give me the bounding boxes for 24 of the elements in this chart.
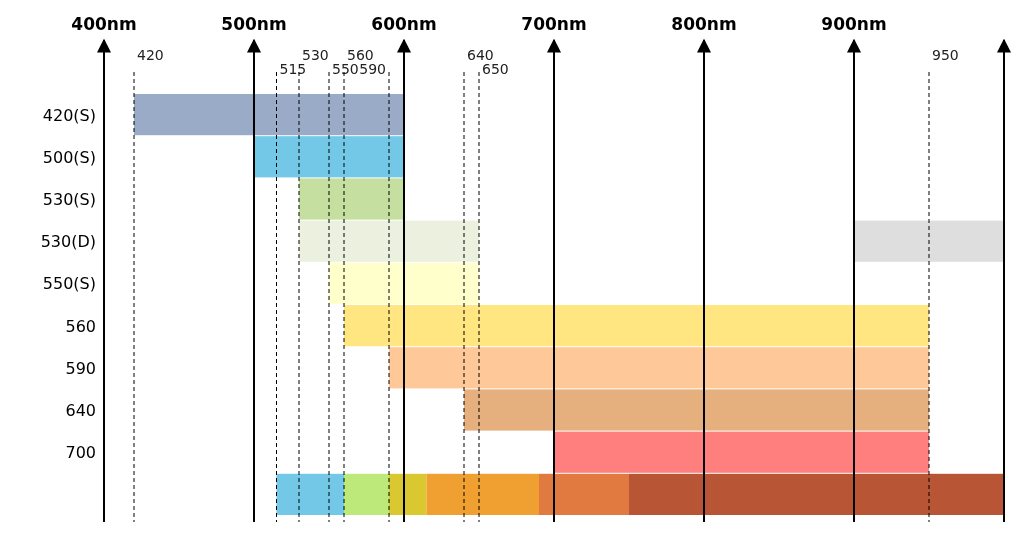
- ref-line-label: 590: [359, 61, 386, 77]
- y-tick-label: 640: [65, 401, 96, 420]
- ref-line-label: 640: [467, 47, 494, 63]
- y-tick-label: 420(S): [42, 105, 96, 125]
- x-tick-label: 800nm: [671, 14, 737, 34]
- ref-line-label: 420: [137, 47, 164, 63]
- x-tick-label: 400nm: [71, 14, 137, 34]
- y-tick-label: 500(S): [42, 147, 96, 167]
- ref-line-label: 560: [347, 47, 374, 63]
- ref-line-label: 530: [302, 47, 329, 63]
- ref-line-label: 950: [932, 47, 959, 63]
- x-tick-label: 700nm: [521, 14, 587, 34]
- y-tick-label: 530(D): [40, 232, 96, 252]
- ref-line-label: 550: [332, 61, 359, 77]
- x-tick-label: 900nm: [821, 14, 887, 34]
- y-tick-label: 550(S): [42, 274, 96, 294]
- y-tick-label: 590: [65, 358, 96, 378]
- x-tick-label: 600nm: [371, 14, 437, 34]
- ref-line-label: 650: [482, 61, 509, 77]
- ref-line-label: 515: [279, 61, 307, 77]
- y-tick-label: 560: [65, 316, 96, 336]
- x-tick-label: 500nm: [221, 14, 287, 34]
- y-tick-label: 700: [65, 443, 96, 463]
- y-tick-label: 530(S): [42, 190, 96, 209]
